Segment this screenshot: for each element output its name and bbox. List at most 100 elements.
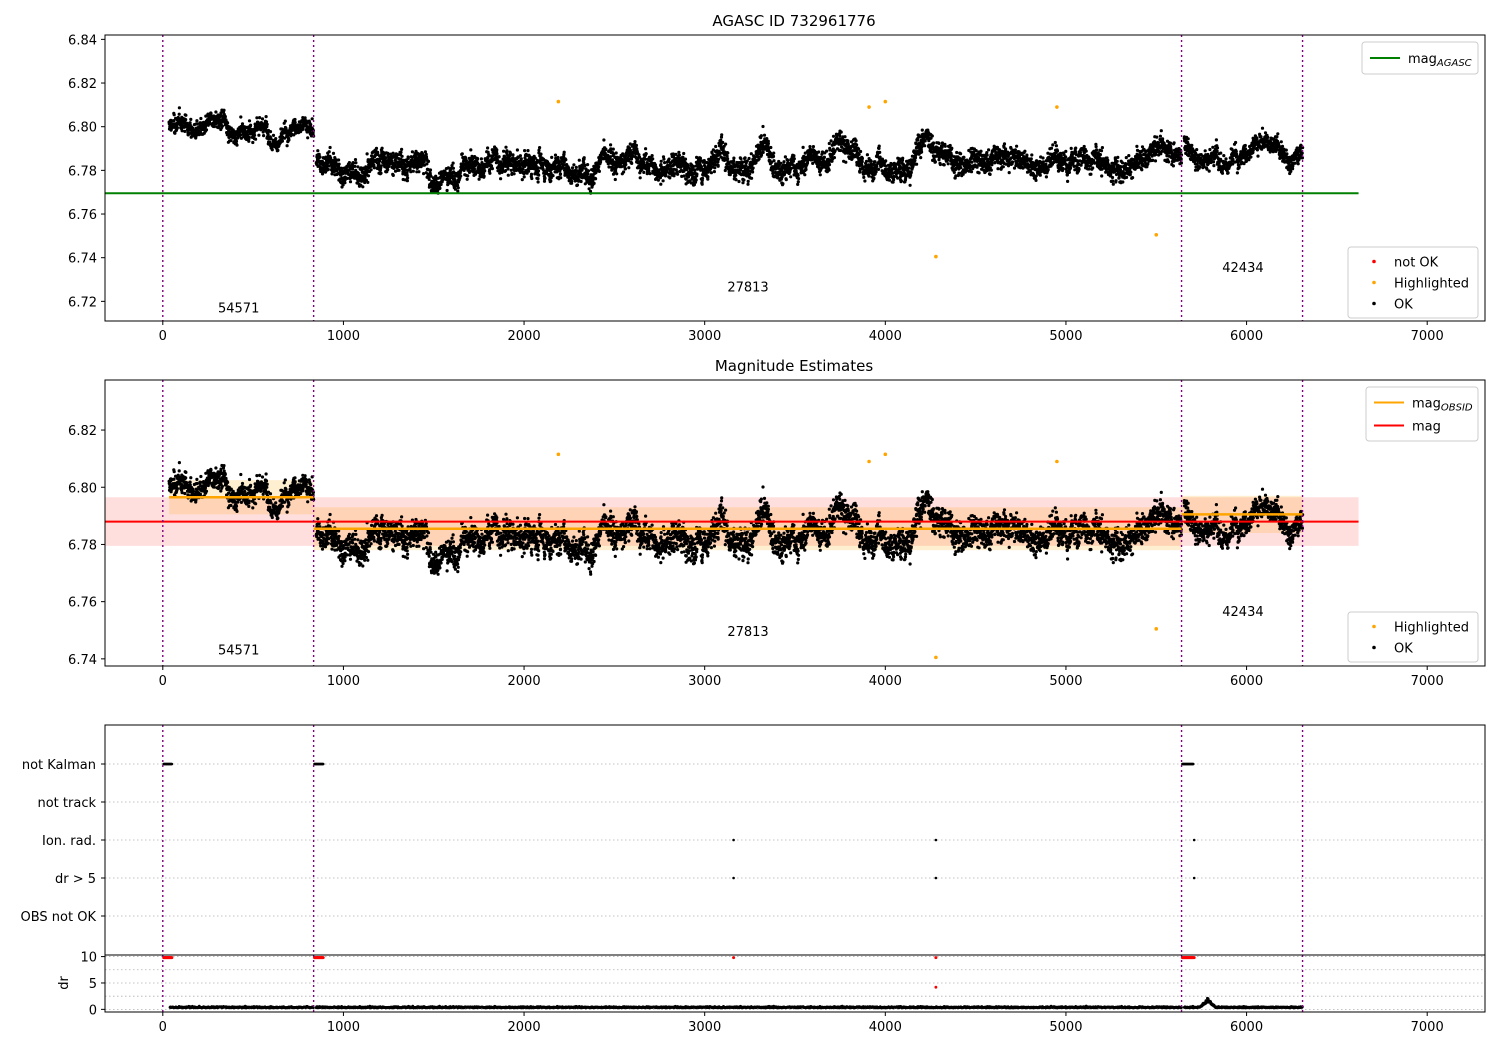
ok-point <box>1002 142 1007 146</box>
ok-point <box>875 164 879 168</box>
ok-point <box>1068 166 1073 170</box>
ok-point <box>276 148 280 152</box>
ok-point <box>583 163 587 167</box>
ok-point <box>266 132 270 136</box>
ok-point <box>428 168 433 172</box>
ok-point <box>604 147 608 151</box>
ok-point <box>962 155 966 159</box>
ok-point <box>743 156 747 160</box>
agasc-panel-title: AGASC ID 732961776 <box>712 12 875 30</box>
ok-point <box>1066 179 1070 183</box>
ok-point <box>746 179 750 183</box>
ok-point <box>607 165 611 169</box>
ok-point <box>223 115 227 119</box>
ok-point <box>530 176 534 181</box>
ok-point <box>287 138 291 142</box>
ok-point <box>488 171 492 175</box>
ok-point <box>499 177 503 181</box>
ok-point <box>857 152 861 156</box>
ok-point <box>761 150 765 154</box>
ok-point <box>831 134 836 138</box>
ok-point <box>742 178 746 182</box>
ok-point <box>505 149 509 153</box>
ok-point <box>985 153 989 157</box>
ok-point <box>402 158 406 162</box>
ok-point <box>268 130 273 134</box>
ok-point <box>974 149 978 153</box>
ok-point <box>363 180 367 185</box>
ok-point <box>786 158 790 163</box>
ok-point <box>1051 143 1055 147</box>
ok-point <box>1041 160 1045 164</box>
ok-point <box>987 148 991 152</box>
ok-point <box>614 151 618 155</box>
ok-point <box>844 160 848 164</box>
ok-point <box>260 117 265 121</box>
ok-point <box>235 143 239 147</box>
ok-point <box>989 168 993 172</box>
ok-point <box>422 159 426 164</box>
ok-point <box>682 174 686 178</box>
ok-point <box>539 152 543 156</box>
ok-point <box>451 166 455 170</box>
ok-point <box>406 176 410 180</box>
ok-point <box>872 176 876 180</box>
ok-point <box>172 119 176 123</box>
ok-point <box>908 183 912 187</box>
ok-point <box>721 140 725 145</box>
ok-point <box>330 172 334 176</box>
ok-point <box>863 179 867 183</box>
ok-point <box>1010 160 1015 164</box>
ok-point <box>254 137 258 141</box>
ok-point <box>476 157 480 161</box>
ok-point <box>293 117 297 122</box>
ok-point <box>456 186 460 190</box>
ok-point <box>832 156 837 160</box>
ok-point <box>397 168 401 172</box>
ok-point <box>717 157 721 161</box>
ok-point <box>667 157 671 161</box>
ok-point <box>520 178 524 182</box>
ok-point <box>714 144 718 149</box>
ok-point <box>877 144 881 148</box>
ok-point <box>495 148 499 152</box>
ok-point <box>630 161 634 165</box>
ok-point <box>536 177 540 181</box>
ok-point <box>801 145 805 149</box>
ok-point <box>818 173 822 177</box>
ok-point <box>343 181 347 185</box>
ok-point <box>466 174 470 178</box>
ok-point <box>351 161 355 165</box>
ok-point <box>946 158 950 162</box>
ok-point <box>521 167 525 171</box>
ok-point <box>931 141 936 145</box>
ok-point <box>1044 175 1048 179</box>
ok-point <box>347 161 351 165</box>
ok-point <box>280 139 284 143</box>
ok-point <box>772 159 776 163</box>
ok-point <box>1025 153 1029 157</box>
ok-point <box>451 161 455 165</box>
ok-point <box>356 165 360 169</box>
ok-point <box>1032 173 1036 178</box>
ok-point <box>959 166 963 170</box>
ok-point <box>184 118 188 122</box>
ok-point <box>409 170 413 174</box>
ok-point <box>592 181 596 185</box>
ok-point <box>994 151 998 155</box>
ok-point <box>333 156 337 160</box>
ok-point <box>504 145 508 149</box>
ok-point <box>562 150 566 154</box>
ok-point <box>379 164 383 168</box>
ok-point <box>582 156 586 160</box>
ok-point <box>184 113 188 117</box>
agasc-panel-points <box>167 99 1305 259</box>
ok-point <box>783 155 788 159</box>
ok-point <box>716 164 720 168</box>
ok-point <box>913 158 917 163</box>
ok-point <box>380 146 384 150</box>
ok-point <box>901 156 905 160</box>
ok-point <box>189 117 193 121</box>
ok-point <box>1029 157 1033 161</box>
ok-point <box>365 152 369 156</box>
